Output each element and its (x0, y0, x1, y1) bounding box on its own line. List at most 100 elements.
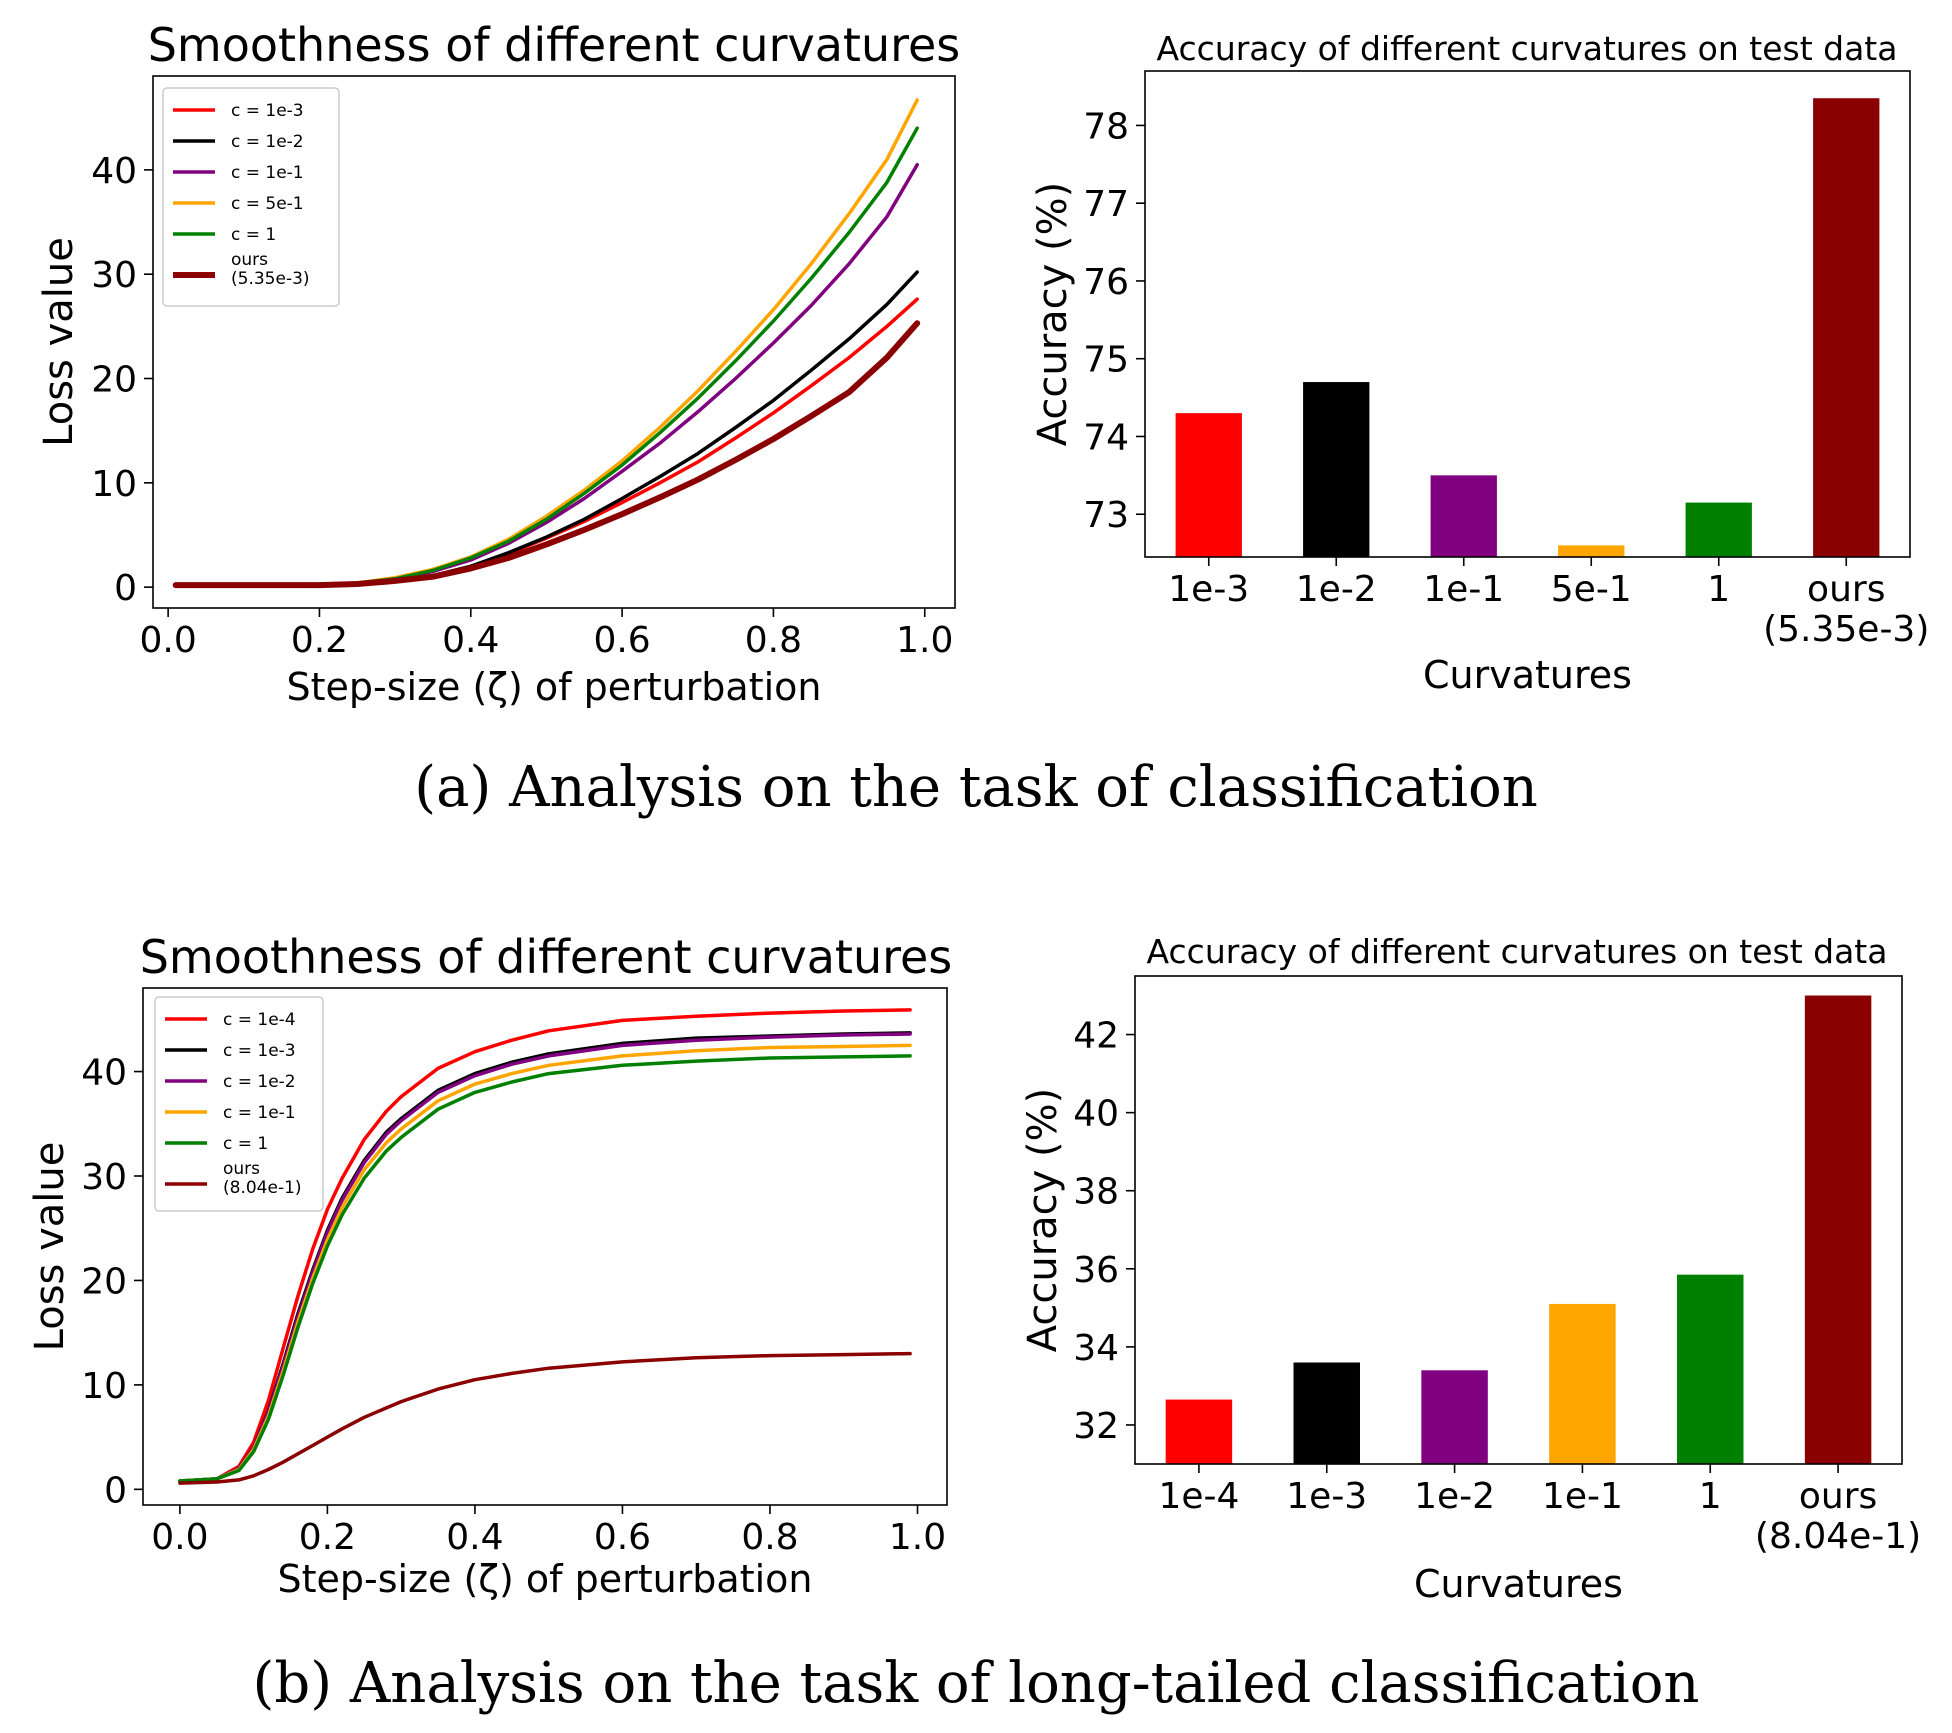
x-tick-label: 0.0 (139, 620, 196, 661)
y-axis-label: Accuracy (%) (1030, 182, 1076, 447)
chart-classification-smoothness: 0.0 0.2 0.4 0.6 0.8 1.0 0 10 20 30 40 Smoothness of… (36, 18, 960, 709)
y-tick-label: 75 (1083, 340, 1129, 381)
legend: c = 1e-3 c = 1e-2 c = 1e-1 c = 5e-1 c = 1 our… (162, 87, 340, 307)
legend-entry-label: c = 1e-1 (231, 163, 304, 183)
legend-entry-label: c = 5e-1 (231, 194, 304, 214)
plot-frame (142, 987, 948, 1506)
x-tick-label: 5e-1 (1551, 569, 1632, 610)
chart-title: Accuracy of different curvatures on test… (1147, 932, 1888, 971)
y-tick-label: 10 (91, 464, 137, 505)
y-tick-label: 40 (91, 151, 137, 192)
x-axis-label: Step-size (ζ) of perturbation (277, 1557, 812, 1601)
x-tick-label: 1e-3 (1168, 569, 1249, 610)
legend-entry-label: ours (5.35e-3) (231, 250, 310, 289)
y-tick-label: 78 (1083, 106, 1129, 147)
bar-1 (1685, 502, 1752, 557)
x-tick-label: ours (5.35e-3) (1763, 569, 1929, 650)
y-tick-label: 30 (81, 1157, 127, 1198)
chart-longtailed-smoothness: 0.0 0.2 0.4 0.6 0.8 1.0 0 10 20 30 40 Smoothness of… (27, 930, 952, 1601)
x-tick-label: 0.8 (741, 1517, 798, 1558)
y-tick-label: 73 (1083, 495, 1129, 536)
x-tick-label: 1e-3 (1286, 1476, 1367, 1517)
x-tick-label: 1e-1 (1542, 1476, 1623, 1517)
y-tick-label: 77 (1083, 184, 1129, 225)
legend-entry-label: ours (8.04e-1) (223, 1159, 302, 1198)
x-tick-label: 1e-2 (1414, 1476, 1495, 1517)
bar-1 (1677, 1274, 1744, 1464)
y-tick-label: 76 (1083, 262, 1129, 303)
y-tick-label: 36 (1073, 1250, 1119, 1291)
bar-1e-2 (1421, 1370, 1488, 1464)
x-tick-label: 1e-2 (1296, 569, 1377, 610)
bar-1e-2 (1303, 382, 1370, 557)
series-line-2 (173, 270, 919, 587)
y-tick-label: 20 (81, 1261, 127, 1302)
bar-5e-1 (1558, 545, 1625, 557)
legend-entry-label: c = 1e-2 (223, 1072, 296, 1092)
bar-1e-3 (1175, 413, 1242, 557)
legend-entry-label: c = 1e-3 (231, 101, 304, 121)
chart-title: Accuracy of different curvatures on test… (1157, 29, 1898, 68)
y-axis-label: Loss value (36, 237, 82, 447)
x-tick-label: 0.4 (446, 1517, 503, 1558)
x-tick-label: 0.6 (593, 620, 650, 661)
x-tick-label: 0.8 (745, 620, 802, 661)
plot-frame (152, 75, 956, 609)
legend-entry-label: c = 1e-4 (223, 1010, 296, 1030)
x-tick-label: ours (8.04e-1) (1755, 1476, 1921, 1557)
legend-entry-label: c = 1 (223, 1134, 268, 1154)
y-tick-label: 42 (1073, 1016, 1119, 1057)
x-axis-label: Curvatures (1414, 1562, 1623, 1606)
y-tick-label: 32 (1073, 1406, 1119, 1447)
x-tick-label: 0.2 (291, 620, 348, 661)
bar-1e-3 (1293, 1362, 1360, 1464)
y-tick-label: 40 (1073, 1094, 1119, 1135)
bar-ours (1813, 98, 1880, 557)
y-tick-label: 20 (91, 360, 137, 401)
x-tick-label: 0.6 (594, 1517, 651, 1558)
legend: c = 1e-4 c = 1e-3 c = 1e-2 c = 1e-1 c = 1 our… (154, 996, 324, 1212)
series-line-1 (178, 1008, 912, 1483)
legend-entry-label: c = 1e-1 (223, 1103, 296, 1123)
x-axis-label: Curvatures (1423, 653, 1632, 697)
y-tick-label: 74 (1083, 417, 1129, 458)
series-line-5 (178, 1054, 912, 1483)
series-line-6 (172, 320, 921, 589)
bar-1e-1 (1430, 475, 1497, 557)
x-axis-label: Step-size (ζ) of perturbation (286, 665, 821, 709)
y-axis-label: Accuracy (%) (1020, 1088, 1066, 1353)
legend-entry-label: c = 1e-3 (223, 1041, 296, 1061)
x-tick-label: 1e-4 (1158, 1476, 1239, 1517)
y-axis-label: Loss value (27, 1142, 73, 1352)
x-tick-label: 0.0 (151, 1517, 208, 1558)
y-tick-label: 30 (91, 255, 137, 296)
bar-ours (1804, 995, 1872, 1464)
caption-a: (a) Analysis on the task of classificati… (414, 755, 1538, 820)
legend-entry-label: c = 1e-2 (231, 132, 304, 152)
y-tick-label: 0 (114, 568, 137, 609)
y-tick-label: 10 (81, 1366, 127, 1407)
y-tick-label: 40 (81, 1053, 127, 1094)
chart-title: Smoothness of different curvatures (140, 930, 953, 984)
x-tick-label: 1.0 (889, 1517, 946, 1558)
plot-frame (1134, 975, 1903, 1465)
bar-1e-4 (1165, 1399, 1233, 1464)
x-tick-label: 1 (1699, 1476, 1722, 1517)
x-tick-label: 1 (1707, 569, 1730, 610)
chart-longtailed-accuracy: 1e-4 1e-3 1e-2 1e-1 1 ours (8.04e-1) 32 34 36 38 40… (1020, 932, 1921, 1606)
y-tick-label: 38 (1073, 1172, 1119, 1213)
series-line-6 (178, 1351, 912, 1485)
x-tick-label: 0.4 (442, 620, 499, 661)
legend-entry-label: c = 1 (231, 225, 276, 245)
y-tick-label: 0 (104, 1470, 127, 1511)
x-tick-label: 1.0 (896, 620, 953, 661)
chart-title: Smoothness of different curvatures (148, 18, 961, 72)
x-tick-label: 1e-1 (1423, 569, 1504, 610)
y-tick-label: 34 (1073, 1328, 1119, 1369)
x-tick-label: 0.2 (299, 1517, 356, 1558)
plot-frame (1144, 70, 1911, 558)
caption-b: (b) Analysis on the task of long-tailed … (253, 1651, 1700, 1716)
bar-1e-1 (1549, 1303, 1616, 1464)
chart-classification-accuracy: 1e-3 1e-2 1e-1 5e-1 1 ours (5.35e-3) 73 74 75 76 77… (1030, 29, 1929, 697)
